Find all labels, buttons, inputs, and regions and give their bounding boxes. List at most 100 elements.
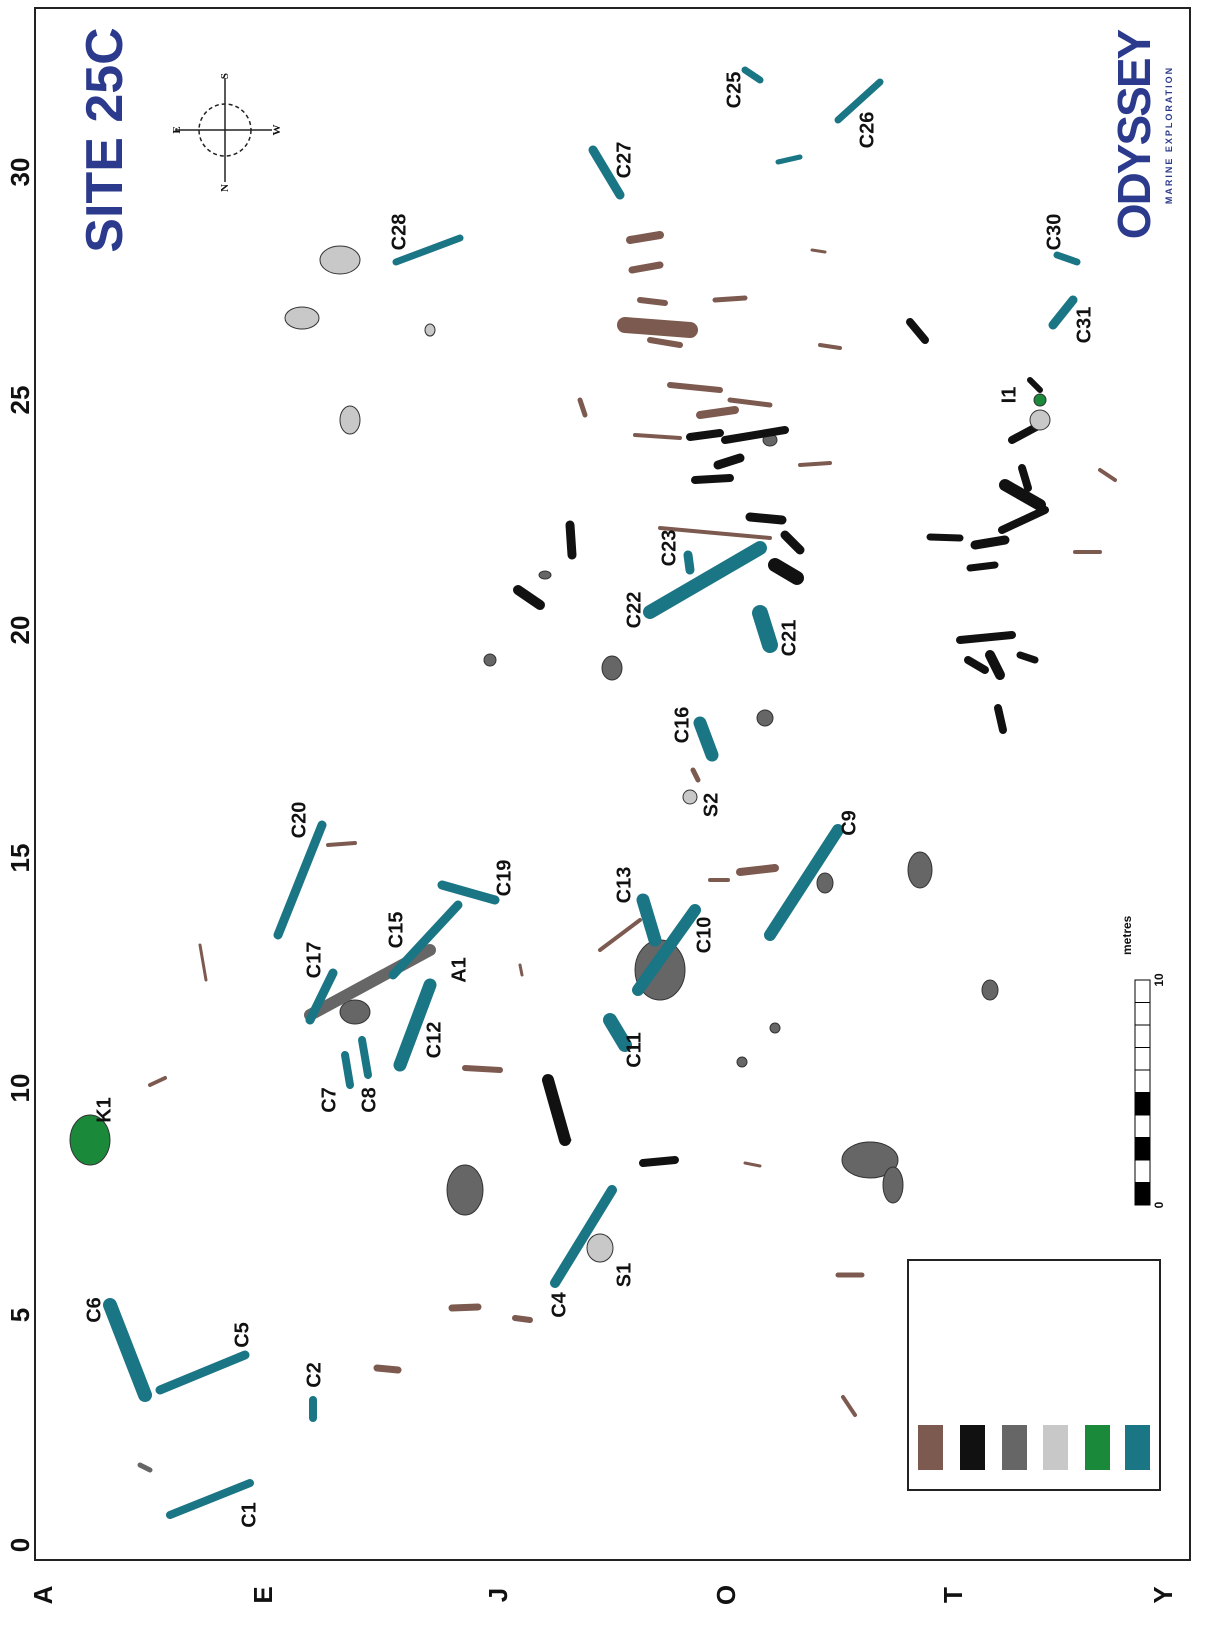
feature-label: C11 <box>623 1032 645 1068</box>
legend-swatch <box>1002 1425 1027 1470</box>
conc-feature <box>769 1022 781 1034</box>
iron-feature <box>513 585 545 610</box>
iron-feature <box>713 453 745 470</box>
scale-segment <box>1134 1047 1151 1071</box>
bronze-feature <box>393 978 437 1072</box>
conc-feature <box>816 872 834 894</box>
y-axis-label: 25 <box>5 386 35 415</box>
wood-feature <box>148 1076 167 1087</box>
iron-feature <box>906 318 929 344</box>
bronze-feature <box>437 880 500 905</box>
conc-feature <box>736 1056 748 1068</box>
bronze-feature <box>305 968 338 1025</box>
iron-feature <box>999 479 1046 511</box>
feature-label: C17 <box>303 942 325 979</box>
logo-name: ODYSSEY <box>1108 29 1160 239</box>
iron-feature <box>542 1074 571 1146</box>
iron-feature <box>956 631 1016 644</box>
scale-segment <box>1134 1137 1151 1161</box>
bronze-feature <box>1053 251 1081 266</box>
wood-feature <box>633 433 682 440</box>
conc-feature <box>756 709 774 727</box>
conc-feature <box>538 570 552 580</box>
bronze-feature <box>752 605 778 653</box>
y-axis-label: 20 <box>5 616 35 645</box>
stone-feature <box>586 1233 614 1263</box>
bronze-feature <box>358 1036 372 1079</box>
y-axis-label: 15 <box>5 844 35 873</box>
feature-label: A1 <box>448 957 470 983</box>
bronze-feature <box>341 1051 354 1089</box>
feature-label: C25 <box>723 72 745 109</box>
feature-label: C9 <box>838 810 860 836</box>
feature-label: C10 <box>693 917 715 954</box>
bronze-feature <box>588 145 625 200</box>
legend-swatch <box>960 1425 985 1470</box>
scale-segment <box>1134 1024 1151 1048</box>
scale-segment <box>1134 1159 1151 1183</box>
wood-feature <box>818 343 842 350</box>
feature-label: C15 <box>385 912 407 949</box>
iron-feature <box>1018 464 1032 492</box>
iron-feature <box>1027 377 1043 393</box>
wood-feature <box>658 526 772 540</box>
scale-segment <box>1134 1002 1151 1026</box>
scale-min: 0 <box>1152 1201 1166 1208</box>
iron-feature <box>994 704 1007 734</box>
wood-feature <box>617 317 698 338</box>
logo-tagline: MARINE EXPLORATION <box>1164 66 1174 204</box>
conc-feature <box>339 999 371 1025</box>
y-axis-label: 0 <box>5 1538 35 1552</box>
wood-feature <box>690 767 701 783</box>
feature-label: I1 <box>998 387 1020 404</box>
wood-feature <box>628 261 664 274</box>
feature-label: C2 <box>303 1362 325 1388</box>
bronze-feature <box>683 550 695 575</box>
wood-feature <box>326 841 357 847</box>
compass-label: E <box>171 126 183 133</box>
site-features <box>69 66 1117 1519</box>
wood-feature <box>810 248 827 254</box>
wood-feature <box>743 1161 762 1168</box>
feature-label: C23 <box>658 530 680 567</box>
bronze-feature <box>155 1350 250 1395</box>
wood-feature <box>373 1364 402 1374</box>
wood-feature <box>518 963 524 977</box>
wood-feature <box>577 397 588 418</box>
compass-label: N <box>219 184 231 192</box>
legend-box <box>907 1259 1161 1491</box>
iron-feature <box>565 520 577 560</box>
feature-label: C4 <box>548 1291 570 1317</box>
copper-feature <box>69 1114 111 1166</box>
wood-feature <box>798 461 832 467</box>
bronze-feature <box>392 234 464 266</box>
wood-feature <box>1098 468 1117 482</box>
scale-segment <box>1134 1069 1151 1093</box>
feature-label: C19 <box>493 860 515 897</box>
site-title: SITE 25C <box>76 27 134 252</box>
legend-swatch <box>1085 1425 1110 1470</box>
conc-feature <box>483 653 497 667</box>
wood-feature <box>667 382 723 393</box>
iron-feature <box>964 656 989 674</box>
feature-label: C31 <box>1073 307 1095 344</box>
compass-label: S <box>219 73 231 79</box>
wood-feature <box>626 231 664 244</box>
bronze-feature <box>632 904 701 996</box>
wood-feature <box>512 1315 533 1323</box>
legend-swatch <box>918 1425 943 1470</box>
bronze-feature <box>273 820 327 940</box>
conc-feature <box>882 1166 904 1204</box>
bronze-feature <box>764 824 844 941</box>
wood-feature <box>696 406 739 419</box>
wood-feature <box>598 918 642 952</box>
iron-feature <box>970 535 1010 550</box>
iron-feature <box>998 506 1049 534</box>
feature-label: C21 <box>778 620 800 657</box>
wood-feature <box>736 864 779 876</box>
legend-swatch <box>1125 1425 1150 1470</box>
feature-label: C1 <box>238 1502 260 1528</box>
x-axis-label: O <box>711 1585 741 1605</box>
feature-label: S2 <box>700 793 722 817</box>
